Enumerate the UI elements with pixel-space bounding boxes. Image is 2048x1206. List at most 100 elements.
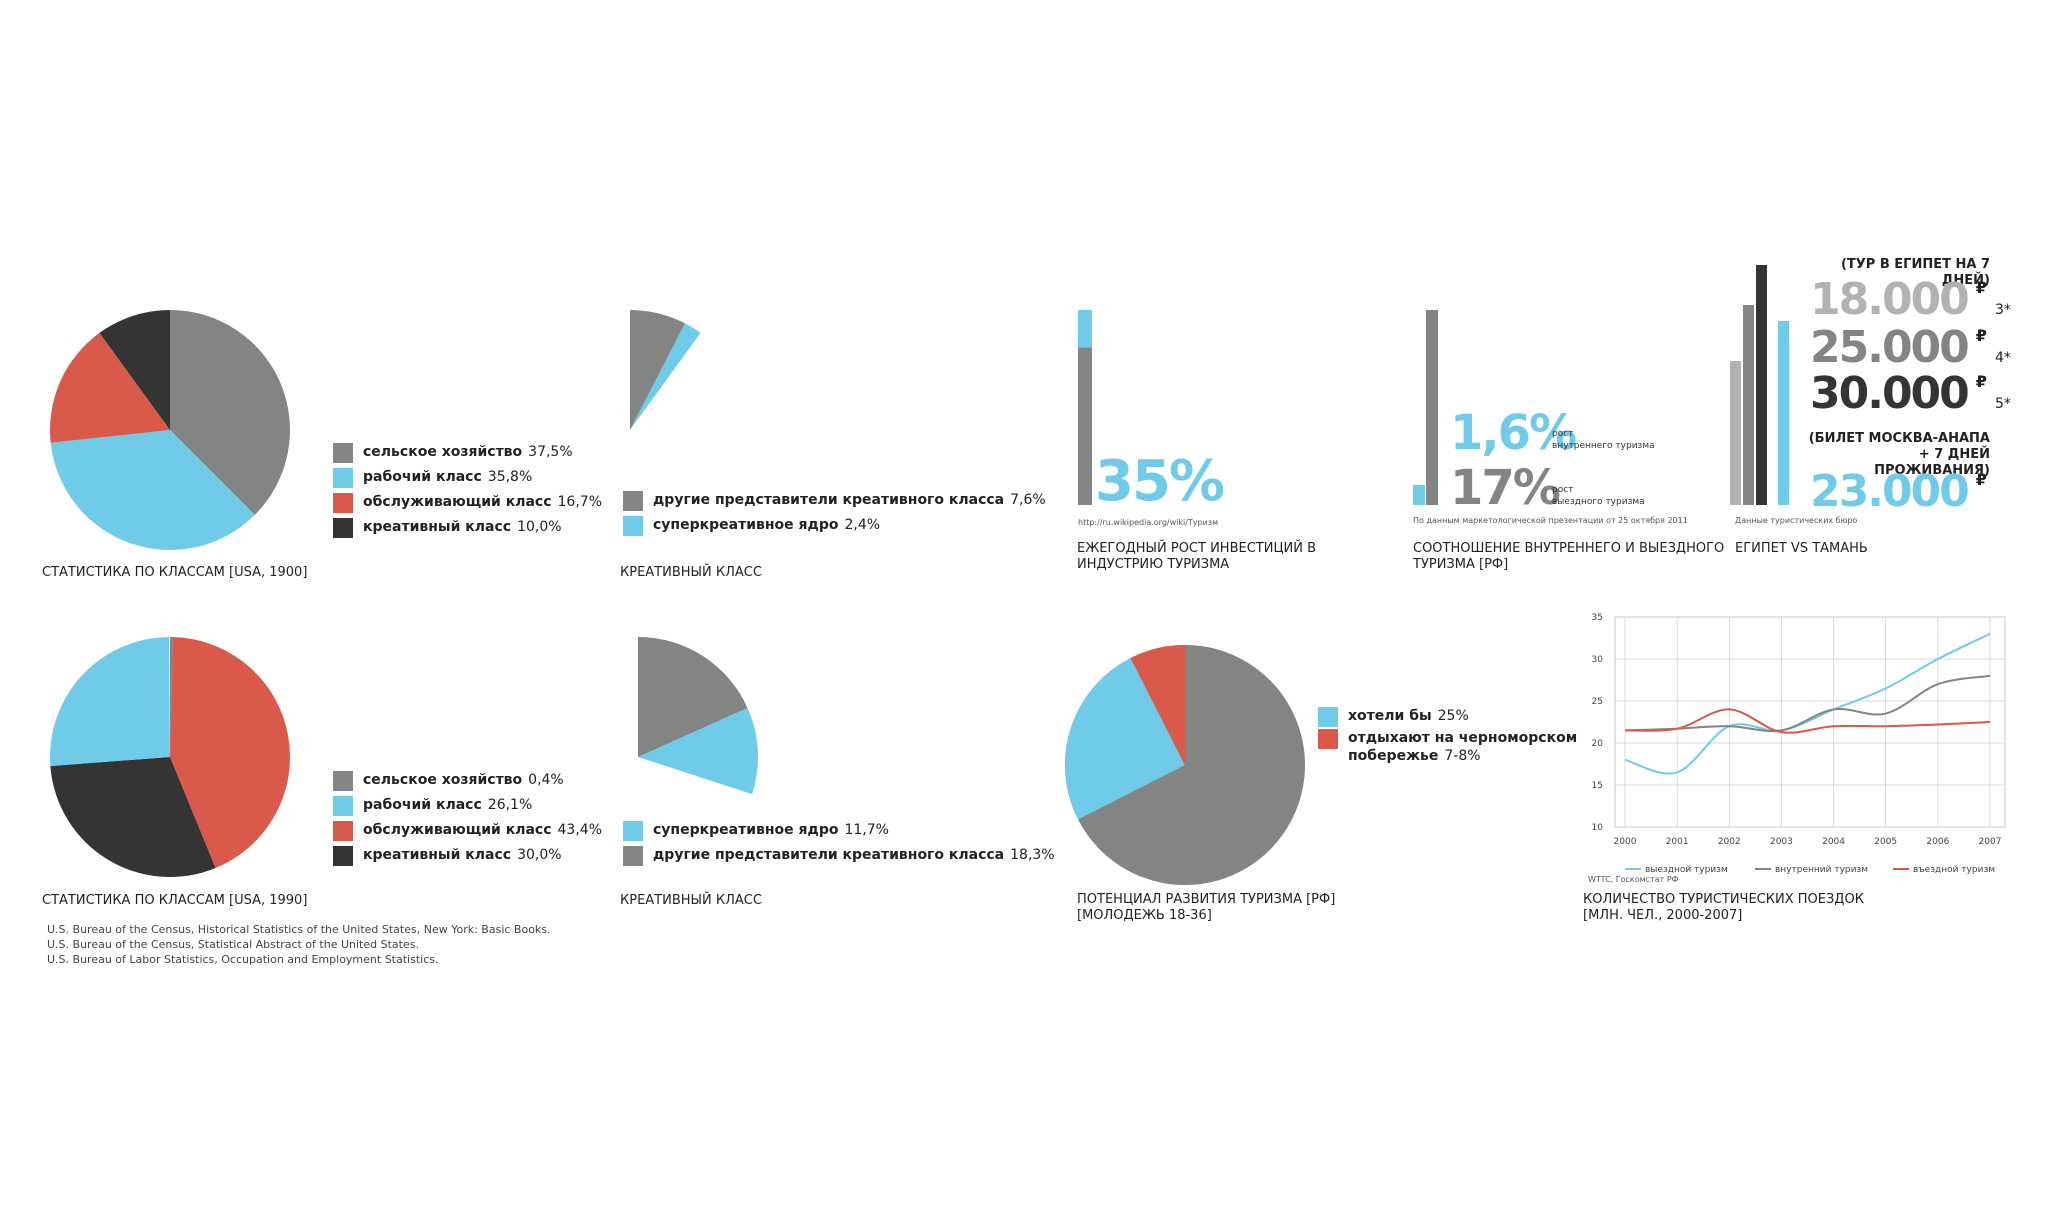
caption-egypt-taman: ЕГИПЕТ VS ТАМАНЬ <box>1735 541 1868 556</box>
y-tick-label: 25 <box>1592 697 1603 707</box>
x-tick-label: 2007 <box>1979 837 2002 847</box>
x-tick-label: 2000 <box>1614 837 1637 847</box>
stars-5: 5* <box>1994 396 2011 412</box>
pie-slice <box>50 637 170 767</box>
bars-egypt-taman <box>1730 265 1789 505</box>
legend-swatch <box>333 795 353 816</box>
x-tick-label: 2004 <box>1822 837 1845 847</box>
legend-label: обслуживающий класс <box>363 822 552 838</box>
big-number-35: 35% <box>1095 449 1225 514</box>
legend-item: хотели бы 25% <box>1318 704 1583 729</box>
legend-label: другие представители креативного класса <box>653 492 1005 508</box>
y-tick-label: 15 <box>1592 781 1603 791</box>
legend-item: сельское хозяйство 37,5% <box>333 440 602 465</box>
legend-value: 25% <box>1437 708 1469 724</box>
legend-swatch <box>623 490 643 511</box>
legend-value: 11,7% <box>844 822 889 838</box>
legend-swatch <box>1318 706 1338 727</box>
pie-slice <box>638 637 748 757</box>
plot-frame <box>1614 616 2006 828</box>
pie-slice <box>170 637 291 869</box>
caption-1900: СТАТИСТИКА ПО КЛАССАМ [USA, 1900] <box>42 565 308 580</box>
line-chart-trips: 10 15 20 25 30 35 2000 2001 2002 2003 2004 2005 2006… <box>1592 613 2006 875</box>
legend-value: 16,7% <box>557 494 602 510</box>
price-3-number: 18.000 <box>1810 274 1970 325</box>
y-tick-label: 10 <box>1592 823 1604 833</box>
bar-investment-growth <box>1078 310 1092 505</box>
legend-item: суперкреативное ядро 2,4% <box>623 513 1046 538</box>
pie-slice <box>170 310 291 515</box>
y-tick-label: 30 <box>1592 655 1604 665</box>
legend-label: хотели бы <box>1348 708 1432 724</box>
series-line <box>1624 674 1991 733</box>
caption-1990: СТАТИСТИКА ПО КЛАССАМ [USA, 1990] <box>42 893 308 908</box>
bar-segment <box>1078 347 1092 505</box>
x-tick-label: 2005 <box>1874 837 1897 847</box>
price-4-star: 25.000 ₽ 4* <box>1810 322 2011 373</box>
source-line: U.S. Bureau of the Census, Statistical A… <box>47 938 419 951</box>
legend-value: 43,4% <box>557 822 602 838</box>
legend-swatch <box>623 845 643 866</box>
series-line <box>1624 632 1991 775</box>
legend-item: сельское хозяйство 0,4% <box>333 768 602 793</box>
legend-label: другие представители креативного класса <box>653 847 1005 863</box>
pie-slice <box>1065 658 1185 820</box>
y-tick-label: 35 <box>1592 613 1603 623</box>
caption-ratio-line1: СООТНОШЕНИЕ ВНУТРЕННЕГО И ВЫЕЗДНОГО <box>1413 541 1725 556</box>
y-tick-label: 20 <box>1592 739 1604 749</box>
pie-slice <box>50 757 216 877</box>
caption-potential-line1: ПОТЕНЦИАЛ РАЗВИТИЯ ТУРИЗМА [РФ] <box>1077 892 1336 907</box>
source-wttc: WTTC, Госкомстат РФ <box>1588 875 1679 884</box>
heading-egypt-tour: (ТУР В ЕГИПЕТ НА 7 ДНЕЙ) <box>1840 257 1990 288</box>
legend-swatch <box>333 770 353 791</box>
legend-value: 30,0% <box>517 847 562 863</box>
pie-slice <box>170 637 174 757</box>
sources-list: U.S. Bureau of the Census, Historical St… <box>47 922 551 967</box>
legend-tourism-potential: хотели бы 25% отдыхают на черноморском побе… <box>1318 704 1583 769</box>
source-line: U.S. Bureau of Labor Statistics, Occupat… <box>47 953 439 966</box>
label-domestic-growth: рост внутреннего туризма <box>1552 429 1655 451</box>
pie-slice <box>638 707 758 795</box>
legend-item: креативный класс 30,0% <box>333 843 602 868</box>
pie-chart-1990 <box>50 637 291 877</box>
bar <box>1730 361 1741 505</box>
ruble-icon: ₽ <box>1975 326 1987 345</box>
caption-ratio-line2: ТУРИЗМА [РФ] <box>1413 557 1509 572</box>
bar <box>1756 265 1767 505</box>
legend-item: другие представители креативного класса 7… <box>623 488 1046 513</box>
legend-label: обслуживающий класс <box>363 494 552 510</box>
legend-value: 10,0% <box>517 519 562 535</box>
legend-creative-1990: суперкреативное ядро 11,7% другие представ… <box>623 818 1055 868</box>
bar <box>1743 305 1754 505</box>
legend-label: креативный класс <box>363 847 512 863</box>
pie-slice <box>1130 645 1185 765</box>
price-4-number: 25.000 <box>1810 322 1970 373</box>
x-tick-label: 2003 <box>1770 837 1793 847</box>
price-3-star: 18.000 ₽ 3* <box>1810 274 2011 325</box>
legend-swatch <box>333 517 353 538</box>
legend-swatch <box>333 467 353 488</box>
pie-chart-creative-1900 <box>630 310 701 430</box>
legend-value: 7-8% <box>1444 748 1481 764</box>
bar-segment <box>1078 310 1092 348</box>
legend-creative-1900: другие представители креативного класса 7… <box>623 488 1046 538</box>
big-number-1-6: 1,6% <box>1450 405 1577 461</box>
legend-swatch <box>1318 729 1338 749</box>
caption-trips-line1: КОЛИЧЕСТВО ТУРИСТИЧЕСКИХ ПОЕЗДОК <box>1583 892 1864 907</box>
legend-item: обслуживающий класс 16,7% <box>333 490 602 515</box>
caption-potential-line2: [МОЛОДЕЖЬ 18-36] <box>1077 908 1212 923</box>
legend-label: суперкреативное ядро <box>653 822 839 838</box>
legend-swatch <box>333 820 353 841</box>
caption-creative-1990: КРЕАТИВНЫЙ КЛАСС <box>620 893 762 908</box>
caption-trips-line2: [МЛН. ЧЕЛ., 2000-2007] <box>1583 908 1743 923</box>
legend-label: сельское хозяйство <box>363 444 523 460</box>
legend-label: побережье <box>1348 748 1439 764</box>
legend-label: креативный класс <box>363 519 512 535</box>
pie-chart-creative-1990 <box>638 637 758 795</box>
price-5-number: 30.000 <box>1810 368 1970 419</box>
pie-chart-tourism-potential <box>1065 645 1305 885</box>
legend-label: суперкреативное ядро <box>653 517 839 533</box>
ruble-icon: ₽ <box>1975 470 1987 489</box>
source-travel-agencies: Данные туристических бюро <box>1735 516 1858 525</box>
legend-value: 26,1% <box>487 797 533 813</box>
